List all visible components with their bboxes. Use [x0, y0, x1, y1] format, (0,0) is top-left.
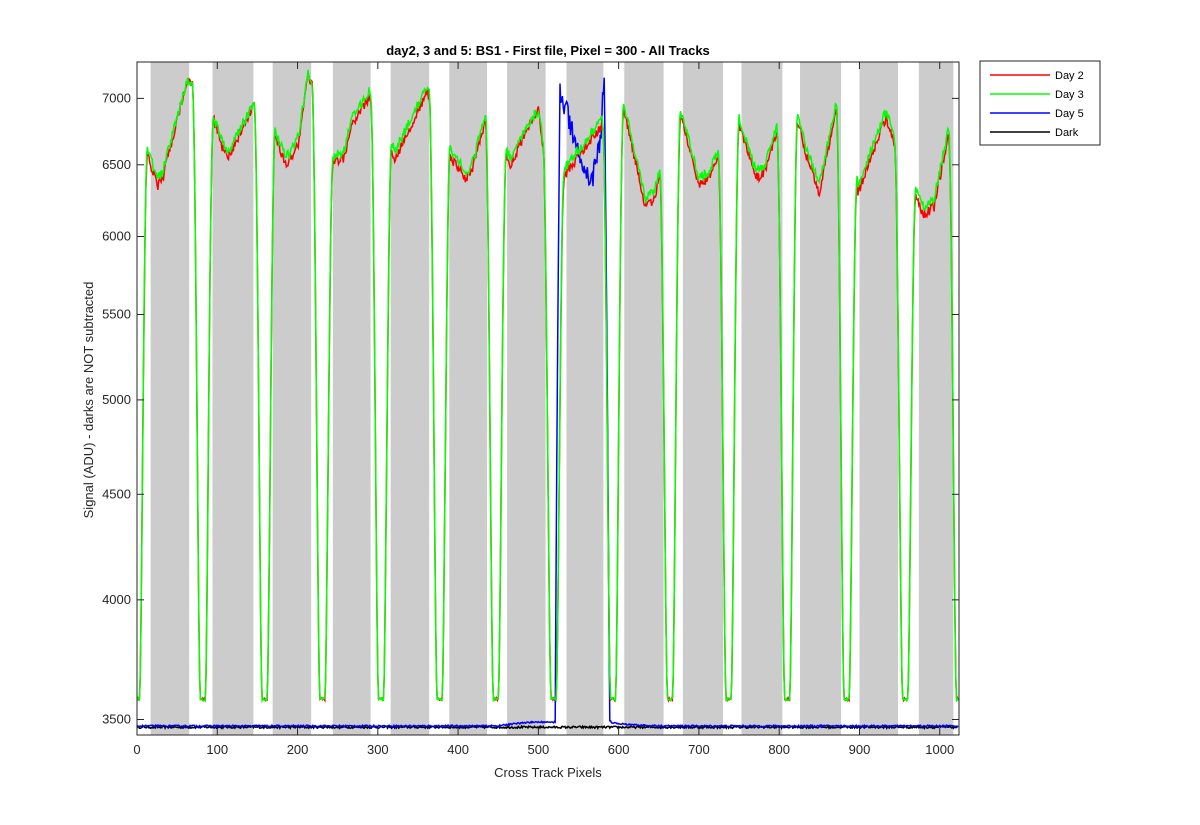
x-tick-label-100: 100	[206, 742, 228, 757]
shaded-band-6	[507, 62, 546, 735]
plot-frame	[136, 61, 960, 736]
x-tick-label-1000: 1000	[925, 742, 954, 757]
shaded-band-2	[272, 62, 312, 735]
shaded-band-8	[624, 62, 664, 735]
y-tick-label-7000: 7000	[102, 90, 131, 105]
x-tick-label-300: 300	[367, 742, 389, 757]
shaded-band-5	[449, 62, 487, 735]
x-tick-label-200: 200	[287, 742, 309, 757]
y-tick-label-6000: 6000	[102, 229, 131, 244]
legend: Day 2 Day 3 Day 5 Dark	[979, 60, 1101, 146]
x-tick-label-600: 600	[608, 742, 630, 757]
x-tick-label-800: 800	[768, 742, 790, 757]
x-tick-label-400: 400	[447, 742, 469, 757]
legend-label-day-5: Day 5	[1055, 108, 1084, 120]
shaded-band-1	[212, 62, 254, 735]
shaded-band-9	[682, 62, 723, 735]
x-tick-label-700: 700	[688, 742, 710, 757]
y-tick-label-5000: 5000	[102, 392, 131, 407]
series-line-day-5	[137, 77, 959, 729]
y-tick-label-4500: 4500	[102, 486, 131, 501]
y-axis-label: Signal (ADU) - darks are NOT subtracted	[81, 282, 96, 519]
x-tick-label-500: 500	[528, 742, 550, 757]
chart-title: day2, 3 and 5: BS1 - First file, Pixel =…	[386, 43, 710, 58]
y-tick-label-6500: 6500	[102, 157, 131, 172]
x-tick-label-900: 900	[849, 742, 871, 757]
shaded-band-0	[150, 62, 190, 735]
legend-label-day-3: Day 3	[1055, 89, 1084, 101]
shaded-band-3	[332, 62, 371, 735]
series-line-day-3	[137, 69, 959, 704]
shaded-band-4	[390, 62, 430, 735]
y-tick-label-5500: 5500	[102, 306, 131, 321]
axes: 0 100 200 300 400 500 600 700 800 900 1000 3500 4000…	[102, 61, 960, 757]
y-tick-label-4000: 4000	[102, 592, 131, 607]
shaded-band-11	[800, 62, 841, 735]
legend-label-day-2: Day 2	[1055, 70, 1084, 82]
shaded-band-7	[566, 62, 604, 735]
y-tick-label-3500: 3500	[102, 712, 131, 727]
x-axis-label: Cross Track Pixels	[494, 765, 602, 780]
legend-label-dark: Dark	[1055, 127, 1079, 139]
series-lines	[137, 69, 959, 731]
shaded-band-10	[741, 62, 783, 735]
x-tick-label-0: 0	[133, 742, 140, 757]
shaded-bands	[150, 62, 954, 735]
shaded-band-12	[859, 62, 898, 735]
shaded-band-13	[918, 62, 954, 735]
